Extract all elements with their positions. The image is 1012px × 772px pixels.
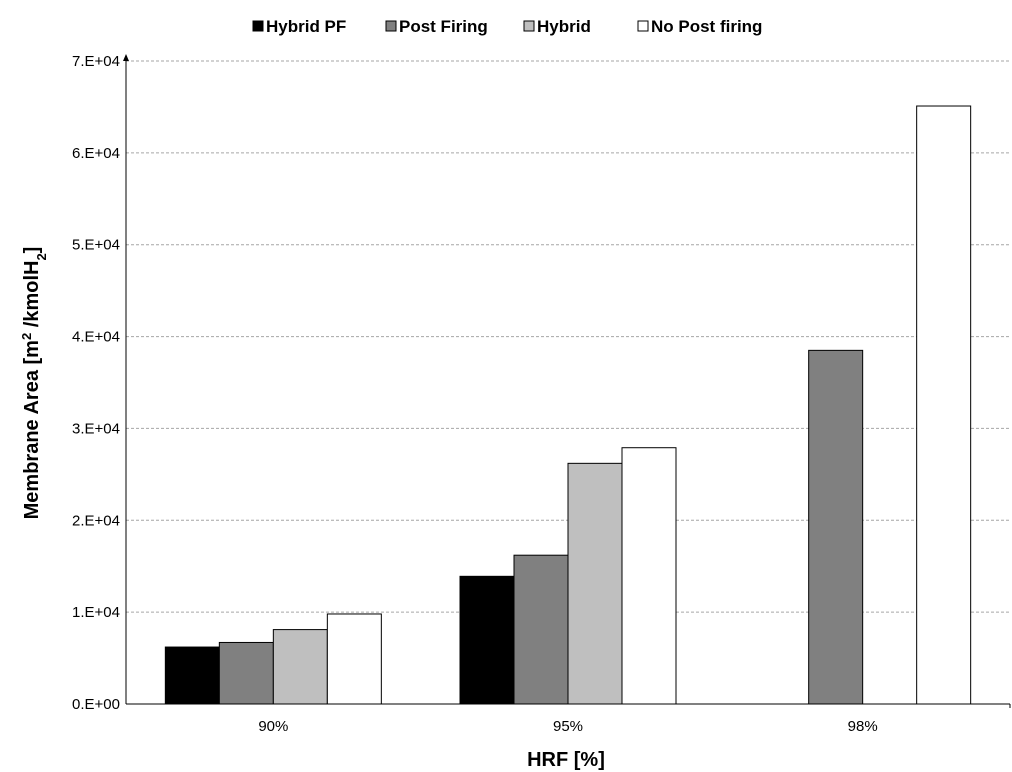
x-tick-label: 90% [258,718,288,735]
y-axis-title: Membrane Area [m2 /kmolH2] [19,247,49,520]
y-tick-labels: 0.E+00 1.E+04 2.E+04 3.E+04 4.E+04 5.E+04 6.E+… [72,53,120,713]
legend-item-no-post-firing: No Post firing [637,17,762,36]
y-tick-label: 1.E+04 [72,604,120,621]
bar-post-firing-90pct [218,641,274,705]
bar-post-firing-95pct [513,554,569,705]
y-tick-label: 7.E+04 [72,53,120,70]
legend-label: Hybrid [537,17,591,36]
legend-label: Hybrid PF [266,17,346,36]
x-axis-title: HRF [%] [527,749,605,771]
bar-no-post-firing-95pct [621,447,677,705]
legend-swatch [523,20,535,32]
bar-hybrid-pf-90pct [164,646,220,705]
y-tick-label: 4.E+04 [72,329,120,346]
legend-item-hybrid-pf: Hybrid PF [252,17,346,36]
y-tick-label: 5.E+04 [72,237,120,254]
bar-hybrid-pf-95pct [459,575,515,705]
legend-swatch [252,20,264,32]
bar-no-post-firing-98pct [916,105,972,705]
axes [123,54,1011,708]
y-axis-arrow [123,54,129,61]
legend: Hybrid PF Post Firing Hybrid No Post firing [252,17,762,36]
x-tick-labels: 90% 95% 98% [258,718,877,735]
bar-post-firing-98pct [808,349,864,705]
y-tick-label: 3.E+04 [72,420,120,437]
legend-item-hybrid: Hybrid [523,17,591,36]
gridlines [126,60,1010,613]
legend-label: Post Firing [399,17,488,36]
y-tick-label: 0.E+00 [72,696,120,713]
bar-hybrid-90pct [272,629,328,705]
bars [164,105,972,705]
y-tick-label: 6.E+04 [72,145,120,162]
bar-no-post-firing-90pct [326,613,382,705]
legend-swatch [385,20,397,32]
x-tick-label: 98% [848,718,878,735]
legend-label: No Post firing [651,17,762,36]
x-tick-label: 95% [553,718,583,735]
bar-hybrid-95pct [567,462,623,705]
legend-swatch [637,20,649,32]
y-tick-label: 2.E+04 [72,512,120,529]
legend-item-post-firing: Post Firing [385,17,488,36]
